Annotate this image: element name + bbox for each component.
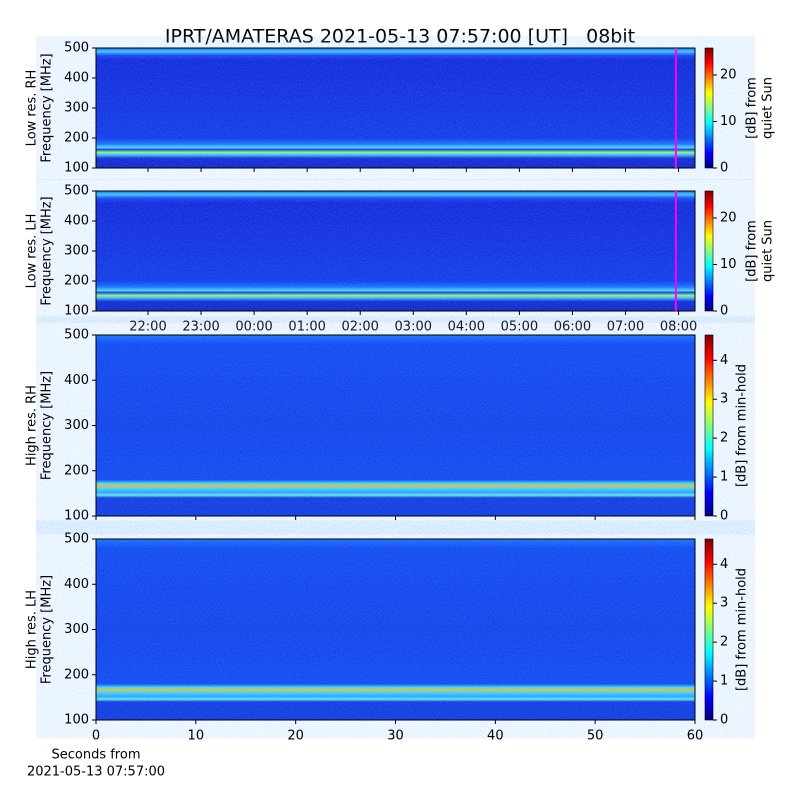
y-axis-label: Frequency [MHz] <box>40 575 55 684</box>
colorbar-tick-label: 1 <box>720 470 728 485</box>
colorbar-label: [dB] from <box>745 220 760 282</box>
y-tick-label: 500 <box>64 41 89 56</box>
colorbar-tick-label: 2 <box>720 431 728 446</box>
y-tick-label: 300 <box>64 101 89 116</box>
y-tick-label: 200 <box>64 274 89 289</box>
x-tick-label: 60 <box>687 729 704 744</box>
x-tick-label: 08:00 <box>660 320 697 335</box>
colorbar-tick-label: 0 <box>720 161 728 176</box>
y-axis-label: Low res. LH <box>25 214 40 289</box>
spectrogram-texture <box>96 48 695 168</box>
colorbar-label: quiet Sun <box>761 220 776 282</box>
colorbar <box>704 538 714 721</box>
colorbar <box>704 334 714 517</box>
x-tick-label: 06:00 <box>554 320 591 335</box>
x-tick-label: 03:00 <box>395 320 432 335</box>
x-tick-label: 04:00 <box>448 320 485 335</box>
colorbar-label: [dB] from <box>745 77 760 139</box>
colorbar-tick-label: 4 <box>720 353 728 368</box>
colorbar-tick-label: 2 <box>720 635 728 650</box>
colorbar-tick-label: 3 <box>720 392 728 407</box>
y-tick-label: 200 <box>64 131 89 146</box>
y-axis-label: Frequency [MHz] <box>40 371 55 480</box>
x-tick-label: 30 <box>387 729 404 744</box>
y-tick-label: 300 <box>64 418 89 433</box>
y-tick-label: 400 <box>64 214 89 229</box>
y-tick-label: 100 <box>64 713 89 728</box>
colorbar-tick-label: 20 <box>720 210 737 225</box>
y-axis-label: High res. LH <box>25 590 40 669</box>
spectrogram-texture <box>96 191 695 311</box>
y-tick-label: 300 <box>64 622 89 637</box>
x-tick-label: 10 <box>188 729 205 744</box>
colorbar-tick-label: 0 <box>720 509 728 524</box>
x-tick-label: 0 <box>92 729 100 744</box>
y-tick-label: 500 <box>64 184 89 199</box>
colorbar-label: [dB] from min-hold <box>735 568 750 691</box>
y-tick-label: 300 <box>64 244 89 259</box>
y-tick-label: 400 <box>64 577 89 592</box>
x-tick-label: 07:00 <box>607 320 644 335</box>
y-tick-label: 400 <box>64 373 89 388</box>
colorbar-label: [dB] from min-hold <box>735 364 750 487</box>
colorbar-tick-label: 1 <box>720 674 728 689</box>
y-axis-label: Frequency [MHz] <box>40 196 55 305</box>
y-tick-label: 200 <box>64 463 89 478</box>
y-tick-label: 500 <box>64 328 89 343</box>
colorbar-tick-label: 20 <box>720 67 737 82</box>
figure-title: IPRT/AMATERAS 2021-05-13 07:57:00 [UT] 0… <box>165 26 635 48</box>
y-tick-label: 400 <box>64 71 89 86</box>
y-tick-label: 100 <box>64 509 89 524</box>
x-tick-label: 40 <box>487 729 504 744</box>
y-axis-label: Low res. RH <box>25 70 40 147</box>
x-tick-label: 23:00 <box>182 320 219 335</box>
x-axis-label: 2021-05-13 07:57:00 <box>27 765 165 780</box>
spectrogram-texture <box>96 539 695 720</box>
y-tick-label: 100 <box>64 161 89 176</box>
x-tick-label: 00:00 <box>235 320 272 335</box>
x-tick-label: 20 <box>287 729 304 744</box>
colorbar-tick-label: 0 <box>720 304 728 319</box>
x-tick-label: 05:00 <box>501 320 538 335</box>
colorbar-tick-label: 10 <box>720 114 737 129</box>
y-tick-label: 500 <box>64 532 89 547</box>
y-tick-label: 100 <box>64 304 89 319</box>
colorbar-tick-label: 0 <box>720 713 728 728</box>
x-tick-label: 22:00 <box>129 320 166 335</box>
colorbar <box>704 47 714 169</box>
colorbar-tick-label: 4 <box>720 557 728 572</box>
x-tick-label: 01:00 <box>288 320 325 335</box>
colorbar-tick-label: 3 <box>720 596 728 611</box>
y-axis-label: High res. RH <box>25 385 40 466</box>
colorbar-tick-label: 10 <box>720 257 737 272</box>
colorbar <box>704 190 714 312</box>
x-tick-label: 50 <box>587 729 604 744</box>
spectrogram-texture <box>96 335 695 516</box>
colorbar-label: quiet Sun <box>761 77 776 139</box>
x-axis-label: Seconds from <box>51 748 140 763</box>
x-tick-label: 02:00 <box>341 320 378 335</box>
y-tick-label: 200 <box>64 667 89 682</box>
y-axis-label: Frequency [MHz] <box>40 53 55 162</box>
